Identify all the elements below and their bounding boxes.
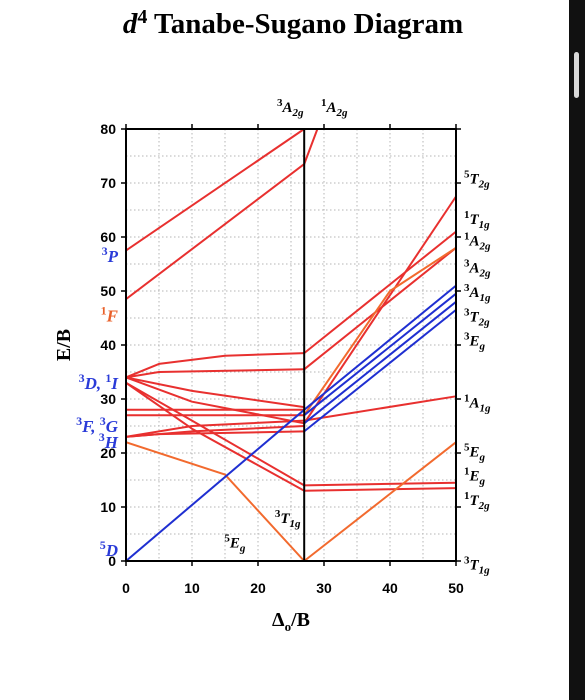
y-axis-label: E/B <box>53 329 75 361</box>
series-line-14 <box>126 442 304 561</box>
y-tick-label: 40 <box>100 337 116 353</box>
x-axis-label: Δo/B <box>272 609 310 634</box>
right-term-label: 1A2g <box>464 231 491 253</box>
y-tick-label: 70 <box>100 175 116 191</box>
grid <box>126 129 456 561</box>
inner-term-label: 5Eg <box>224 533 246 555</box>
series-line-26 <box>304 294 456 416</box>
left-term-label: 1F <box>101 303 119 325</box>
right-term-label: 3Eg <box>464 331 486 353</box>
y-tick-label: 80 <box>100 121 116 137</box>
left-term-label: 3P <box>102 244 119 266</box>
left-term-label: 3D, 1I <box>79 371 120 393</box>
series-line-5 <box>126 377 304 407</box>
series-line-20 <box>304 396 456 420</box>
x-tick-label: 10 <box>184 580 200 596</box>
top-term-label: 1A2g <box>321 97 348 119</box>
right-term-label: 5T2g <box>464 169 490 191</box>
y-tick-label: 50 <box>100 283 116 299</box>
right-term-label: 1A1g <box>464 393 491 415</box>
x-tick-label: 50 <box>448 580 464 596</box>
right-term-label: 1T2g <box>464 490 490 512</box>
series-line-2 <box>126 129 317 299</box>
right-term-label: 1T1g <box>464 209 490 231</box>
right-term-label: 3A1g <box>464 282 491 304</box>
series-line-27 <box>304 302 456 424</box>
y-tick-label: 60 <box>100 229 116 245</box>
right-term-label: 3A2g <box>464 258 491 280</box>
series-line-19 <box>304 197 456 424</box>
left-term-label: 5D <box>100 538 118 560</box>
right-term-label: 3T2g <box>464 306 490 328</box>
chart-title: d4 Tanabe-Sugano Diagram <box>123 6 463 40</box>
right-term-label: 1Eg <box>464 466 486 488</box>
x-tick-label: 20 <box>250 580 266 596</box>
series-line-17 <box>304 232 456 354</box>
right-term-label: 5Eg <box>464 441 486 463</box>
y-tick-label: 10 <box>100 499 116 515</box>
series-line-21 <box>304 483 456 486</box>
inner-term-label: 3T1g <box>275 508 301 530</box>
y-tick-label: 30 <box>100 391 116 407</box>
series-line-22 <box>304 488 456 491</box>
right-term-label: 3T1g <box>464 555 490 577</box>
x-tick-label: 40 <box>382 580 398 596</box>
series-line-28 <box>304 310 456 432</box>
series-line-4 <box>126 369 304 377</box>
top-term-label: 3A2g <box>277 97 304 119</box>
x-tick-label: 0 <box>122 580 130 596</box>
x-tick-label: 30 <box>316 580 332 596</box>
series-line-23 <box>304 442 456 561</box>
left-term-label: 3F, 3G <box>76 414 119 436</box>
